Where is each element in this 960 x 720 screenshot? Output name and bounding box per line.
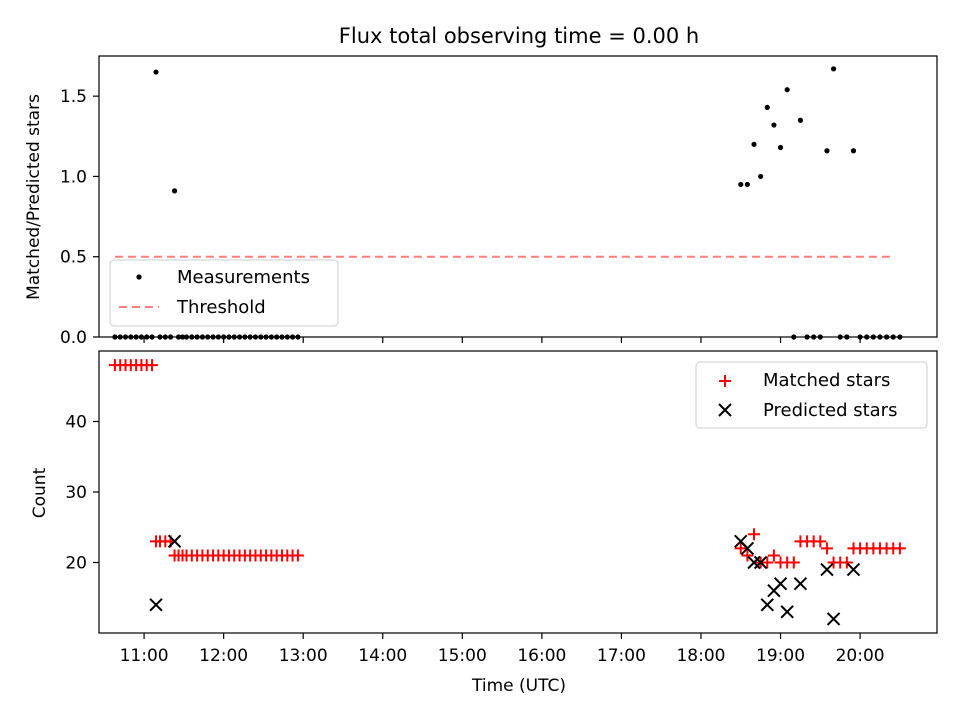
matched-stars-point bbox=[146, 359, 159, 372]
measurements-point bbox=[751, 141, 757, 147]
threshold-legend-label: Threshold bbox=[176, 297, 266, 318]
matched-stars-point bbox=[814, 535, 827, 548]
measurements-point bbox=[738, 181, 744, 188]
x-tick-label: 13:00 bbox=[279, 646, 328, 666]
measurements-legend-marker bbox=[136, 274, 142, 280]
bottom-series bbox=[108, 359, 906, 626]
x-tick-label: 14:00 bbox=[358, 646, 407, 666]
measurements-point bbox=[771, 122, 777, 128]
matched-stars-point bbox=[787, 556, 800, 569]
measurements-point bbox=[777, 144, 784, 151]
top-chart-title: Flux total observing time = 0.00 h bbox=[339, 24, 699, 48]
measurements-point bbox=[824, 148, 830, 154]
matched-stars-point bbox=[741, 549, 754, 562]
matched-stars-point bbox=[291, 549, 304, 562]
predicted-stars-point bbox=[149, 598, 163, 612]
measurements-point bbox=[744, 181, 750, 188]
matched-stars-point bbox=[748, 528, 761, 541]
bottom-legend: Matched stars Predicted stars bbox=[695, 361, 928, 429]
top-y-tick-label: 1.0 bbox=[60, 167, 87, 187]
top-y-tick-label: 0.5 bbox=[60, 248, 87, 268]
measurements-point bbox=[830, 66, 837, 72]
measurements-point bbox=[764, 104, 770, 110]
predicted-stars-point bbox=[826, 612, 841, 626]
matched-stars-legend-label: Matched stars bbox=[763, 370, 890, 391]
bottom-y-tick-label: 40 bbox=[65, 413, 87, 433]
top-ticks: 0.0 0.5 1.0 1.5 bbox=[60, 87, 861, 348]
bottom-y-tick-label: 30 bbox=[65, 483, 87, 503]
bottom-ticks: 20 30 40 11:00 12:00 13:00 14:00 15:00 16:00 17:0… bbox=[65, 413, 884, 667]
measurements-point bbox=[784, 87, 790, 93]
top-panel: 0.0 0.5 1.0 1.5 Matched/Predicted stars Mea… bbox=[24, 55, 938, 348]
top-y-tick-label: 1.5 bbox=[60, 87, 87, 107]
matched-stars-point bbox=[767, 549, 780, 562]
matched-stars-point bbox=[820, 542, 833, 555]
predicted-stars-point bbox=[820, 562, 834, 577]
measurements-legend-label: Measurements bbox=[177, 267, 310, 288]
bottom-y-tick-label: 20 bbox=[65, 554, 87, 574]
predicted-stars-legend-marker bbox=[718, 403, 732, 417]
x-tick-label: 19:00 bbox=[756, 646, 805, 666]
bottom-x-axis-label: Time (UTC) bbox=[471, 676, 566, 696]
predicted-stars-point bbox=[780, 605, 794, 619]
predicted-stars-point bbox=[846, 562, 861, 577]
measurements-point bbox=[758, 173, 764, 180]
predicted-stars-point bbox=[793, 576, 808, 591]
top-legend-box bbox=[109, 259, 339, 327]
x-tick-label: 12:00 bbox=[199, 646, 248, 666]
top-legend: Measurements Threshold bbox=[109, 259, 339, 327]
x-tick-label: 20:00 bbox=[836, 646, 885, 666]
top-plot-frame bbox=[98, 55, 938, 338]
predicted-stars-point bbox=[760, 598, 774, 612]
bottom-plot-frame bbox=[98, 350, 938, 634]
x-tick-label: 17:00 bbox=[597, 646, 646, 666]
x-tick-label: 11:00 bbox=[120, 646, 169, 666]
matched-stars-point bbox=[761, 556, 774, 569]
predicted-stars-point bbox=[167, 534, 182, 549]
x-tick-label: 15:00 bbox=[438, 646, 487, 666]
bottom-y-axis-label: Count bbox=[30, 467, 50, 518]
top-y-tick-label: 0.0 bbox=[60, 328, 87, 348]
measurements-point bbox=[171, 188, 178, 194]
matched-stars-point bbox=[893, 542, 906, 555]
measurements-point bbox=[797, 117, 804, 123]
top-y-axis-label: Matched/Predicted stars bbox=[24, 94, 44, 300]
matched-stars-legend-marker bbox=[719, 375, 731, 387]
predicted-stars-point bbox=[740, 541, 755, 556]
predicted-stars-point bbox=[753, 555, 768, 570]
predicted-stars-legend-label: Predicted stars bbox=[763, 400, 897, 421]
bottom-panel: 20 30 40 11:00 12:00 13:00 14:00 15:00 16:00 17:0… bbox=[30, 350, 938, 696]
measurements-point bbox=[153, 69, 159, 75]
predicted-stars-point bbox=[773, 576, 788, 591]
bottom-legend-box bbox=[695, 361, 928, 429]
matched-stars-point bbox=[734, 542, 747, 555]
x-tick-label: 16:00 bbox=[517, 646, 566, 666]
measurements-point bbox=[850, 148, 857, 154]
matched-stars-point bbox=[840, 556, 853, 569]
x-tick-label: 18:00 bbox=[676, 646, 725, 666]
